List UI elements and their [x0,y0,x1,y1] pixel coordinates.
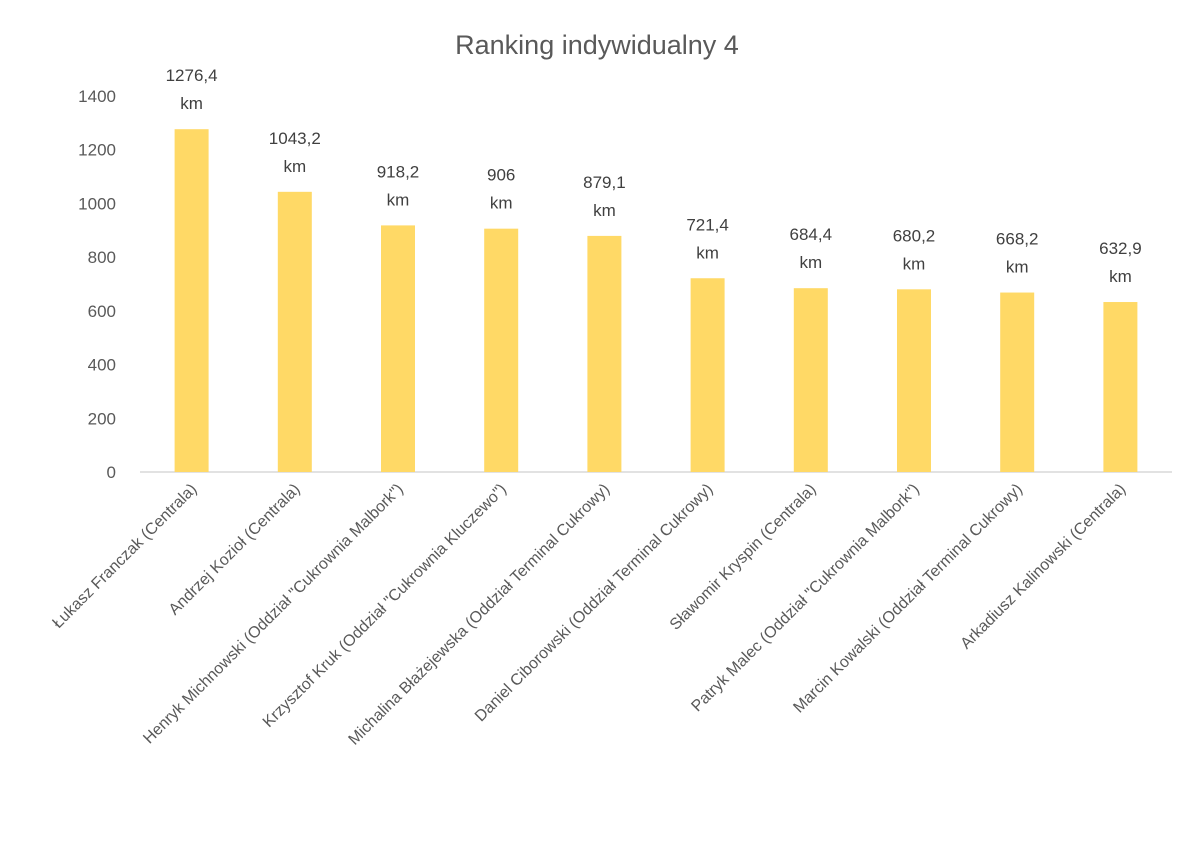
data-label-value: 684,4 [790,225,833,244]
data-label-unit: km [593,201,616,220]
y-tick-label: 600 [88,302,116,321]
data-label-value: 879,1 [583,173,626,192]
data-label-unit: km [799,253,822,272]
bar [1103,302,1138,472]
data-label-unit: km [490,194,513,213]
bar [1000,292,1035,472]
x-tick-label: Patryk Malec (Oddział "Cukrownia Malbork… [688,481,922,715]
x-tick-label: Arkadiusz Kalinowski (Centrala) [958,481,1130,653]
y-tick-label: 0 [107,463,116,482]
data-label-unit: km [903,254,926,273]
bar [793,288,828,472]
y-tick-label: 1400 [78,87,116,106]
y-tick-label: 200 [88,409,116,428]
data-label-value: 906 [487,166,515,185]
data-label-value: 1043,2 [269,129,321,148]
data-label-value: 668,2 [996,230,1039,249]
bar [484,228,519,472]
bar [897,289,931,472]
data-label-value: 632,9 [1099,239,1142,258]
bar [587,235,622,472]
chart-title: Ranking indywidualny 4 [455,30,739,60]
bar [174,129,209,472]
y-axis: 0 200 400 600 800 1000 1200 1400 [78,87,116,482]
bar [690,278,725,472]
data-label-unit: km [1109,267,1132,286]
data-label-unit: km [696,243,719,262]
data-label-value: 918,2 [377,162,420,181]
x-tick-label: Marcin Kowalski (Oddział Terminal Cukrow… [790,481,1026,717]
data-label-value: 721,4 [686,215,729,234]
data-label-value: 680,2 [893,226,936,245]
bar [277,191,312,472]
y-tick-label: 1000 [78,194,116,213]
x-tick-label: Daniel Ciborowski (Oddział Terminal Cukr… [472,481,716,725]
y-tick-label: 400 [88,356,116,375]
data-label-unit: km [387,190,410,209]
data-label-unit: km [283,157,306,176]
data-label-unit: km [180,94,203,113]
y-tick-label: 1200 [78,141,116,160]
x-tick-label: Krzysztof Kruk (Oddział "Cukrownia Klucz… [260,481,510,731]
y-tick-label: 800 [88,248,116,267]
bar [381,225,415,472]
data-label-value: 1276,4 [166,66,218,85]
data-label-unit: km [1006,258,1029,277]
